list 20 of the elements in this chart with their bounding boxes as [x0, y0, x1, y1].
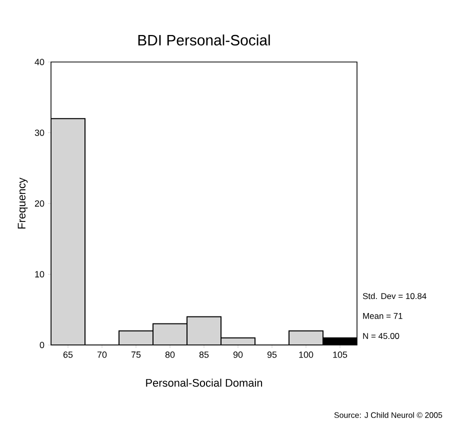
text: N = 45.00: [363, 333, 400, 339]
x-tick-label: 80: [165, 352, 175, 358]
x-tick-label: 75: [131, 352, 141, 358]
y-tick-label: 0: [40, 342, 44, 348]
text: Std. Dev = 10.84: [362, 292, 426, 300]
chart-title: BDI Personal-Social: [138, 34, 270, 46]
x-tick-label: 105: [333, 352, 348, 358]
y-tick-label: 20: [34, 200, 44, 207]
y-tick-label: 40: [34, 58, 44, 66]
x-axis-title: Personal-Social Domain: [146, 378, 262, 387]
x-tick-label: 70: [97, 352, 107, 358]
x-tick-label: 95: [267, 352, 277, 358]
x-tick-label: 65: [63, 352, 73, 358]
x-tick-label: 100: [299, 352, 314, 358]
x-tick-label: 90: [233, 352, 243, 358]
y-axis-title: Frequency: [18, 178, 28, 228]
text: Mean = 71: [363, 313, 402, 319]
y-tick-label: 30: [34, 130, 44, 136]
x-tick-label: 85: [199, 352, 209, 358]
y-tick-label: 10: [35, 271, 44, 278]
